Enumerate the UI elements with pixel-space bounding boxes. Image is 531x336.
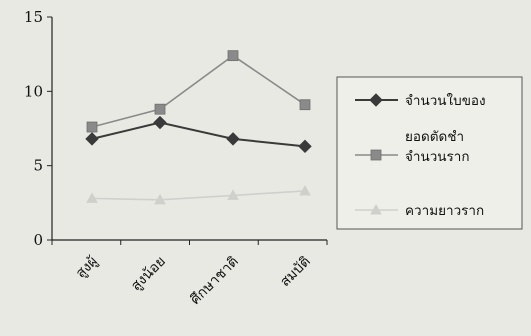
legend-item-1: จำนวนใบของ [355,92,486,109]
series-line [91,121,306,148]
legend-label: ยอดตัดชำ [405,129,464,145]
legend-item-2: ยอดตัดชำจำนวนราก [355,129,470,165]
data-point [85,132,99,146]
legend-marker [369,93,383,107]
series-1 [85,115,312,154]
legend-marker [370,203,382,215]
legend-marker [370,149,382,161]
data-point [227,50,239,62]
axes: 0 5 10 15 สูงผู้ สูงน้อย ศึกษาชาติ สมบัติ [24,8,328,308]
data-point [86,121,98,133]
y-tick-label: 0 [33,231,43,249]
data-point [299,184,311,196]
legend-label: จำนวนราก [405,149,470,165]
legend-box [336,76,523,230]
data-point [154,193,166,205]
x-tick-label: ศึกษาชาติ [187,254,241,308]
series-layer [85,50,312,205]
data-point [153,115,167,130]
data-point [154,103,166,115]
series-line [91,54,306,128]
data-point [227,189,239,200]
data-point [299,99,311,111]
x-tick-label: สมบัติ [277,254,314,291]
legend-item-3: ความยาวราก [355,203,484,219]
x-tick-label: สูงน้อย [128,254,169,295]
data-point [226,132,240,146]
series-2 [86,50,311,133]
series-line [91,190,306,201]
series-3 [86,184,311,205]
legend-label: ความยาวราก [405,203,484,219]
data-point [298,139,312,154]
x-tick-label: สูงผู้ [73,254,101,282]
data-point [86,192,98,203]
y-tick-label: 15 [24,8,43,26]
y-tick-label: 5 [33,157,43,175]
y-tick-label: 10 [24,82,43,100]
legend-label: จำนวนใบของ [405,92,486,109]
